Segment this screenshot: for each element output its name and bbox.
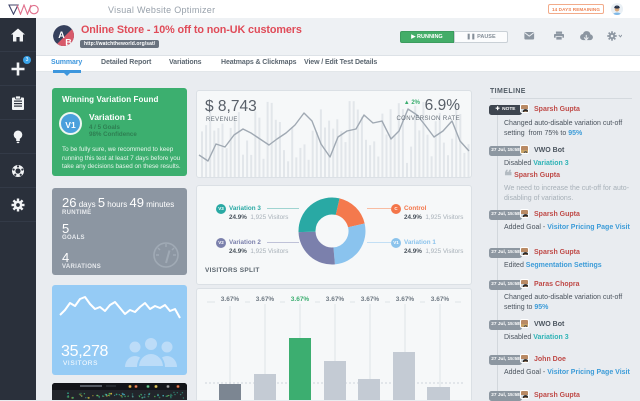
svg-text:B: B [65, 38, 72, 48]
svg-text:A: A [58, 30, 65, 40]
